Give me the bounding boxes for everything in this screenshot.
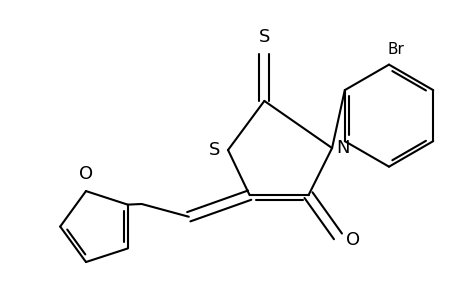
Text: Br: Br (386, 42, 403, 57)
Text: O: O (79, 165, 93, 183)
Text: N: N (335, 139, 349, 157)
Text: S: S (258, 28, 269, 46)
Text: S: S (208, 141, 219, 159)
Text: O: O (345, 231, 359, 249)
